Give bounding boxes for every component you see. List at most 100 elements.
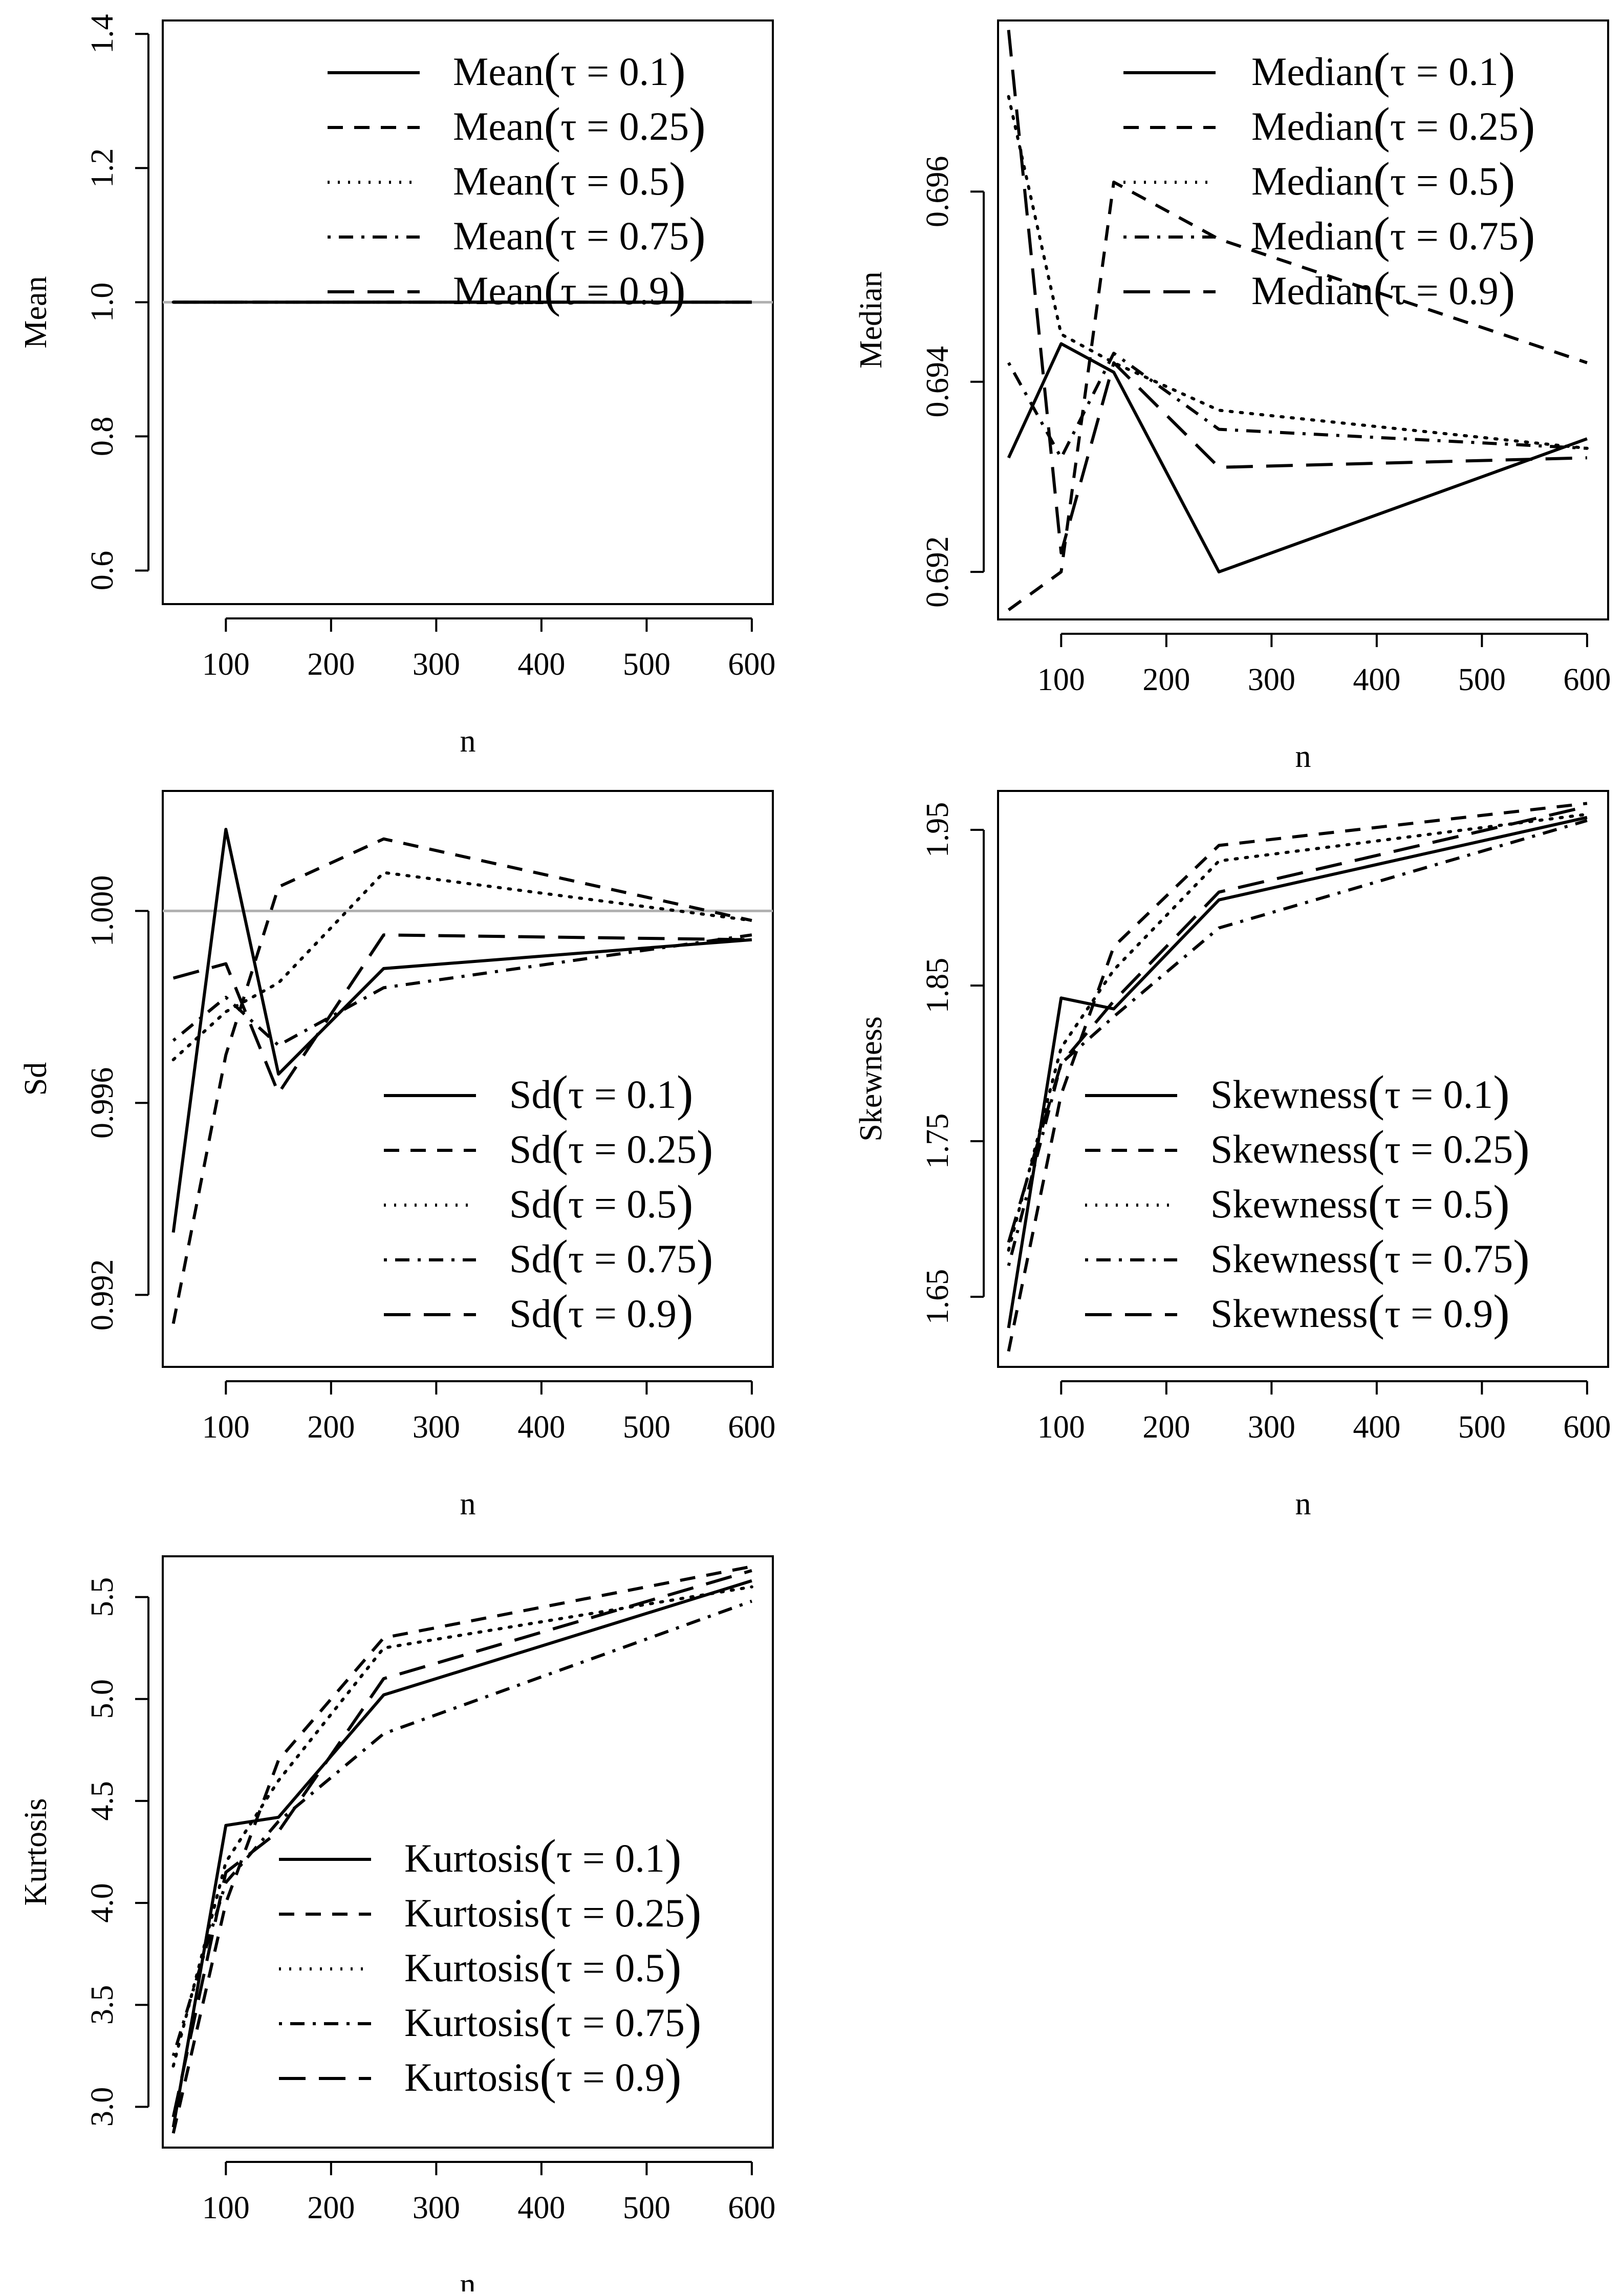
y-tick-label: 1.0 bbox=[85, 283, 120, 323]
x-tick-label: 500 bbox=[623, 1410, 670, 1445]
legend-label: Sd(τ = 0.5) bbox=[509, 1175, 694, 1231]
x-tick-label: 300 bbox=[1248, 662, 1295, 697]
legend-label: Median(τ = 0.5) bbox=[1251, 153, 1515, 208]
y-tick-label: 1.000 bbox=[85, 875, 120, 947]
legend-label: Mean(τ = 0.9) bbox=[453, 262, 686, 317]
x-tick-label: 500 bbox=[623, 2191, 670, 2225]
legend-label: Skewness(τ = 0.75) bbox=[1210, 1230, 1530, 1285]
x-tick-label: 400 bbox=[1353, 1410, 1400, 1445]
x-tick-label: 300 bbox=[413, 647, 460, 682]
legend: Median(τ = 0.1)Median(τ = 0.25)Median(τ … bbox=[1123, 43, 1535, 317]
legend-label: Sd(τ = 0.25) bbox=[509, 1121, 713, 1176]
y-axis-title: Sd bbox=[18, 1062, 53, 1096]
x-tick-label: 600 bbox=[1563, 1410, 1611, 1445]
y-axis-title: Median bbox=[854, 271, 889, 368]
legend-label: Kurtosis(τ = 0.9) bbox=[404, 2049, 681, 2104]
series-line-tau-0-1 bbox=[171, 828, 752, 1233]
series-line-tau-0-1 bbox=[1007, 342, 1588, 574]
series-line-tau-0-75 bbox=[1007, 352, 1588, 460]
y-tick-label: 0.8 bbox=[85, 417, 120, 457]
y-tick-label: 1.75 bbox=[920, 1113, 955, 1169]
legend-label: Mean(τ = 0.75) bbox=[453, 207, 706, 263]
x-tick-label: 400 bbox=[517, 2191, 565, 2225]
y-axis-title: Kurtosis bbox=[18, 1798, 53, 1905]
y-tick-label: 5.0 bbox=[85, 1679, 120, 1719]
y-tick-label: 1.4 bbox=[85, 14, 120, 54]
y-tick-label: 4.0 bbox=[85, 1883, 120, 1923]
x-tick-label: 500 bbox=[623, 647, 670, 682]
plot-frame bbox=[162, 1555, 774, 2149]
x-axis-title: n bbox=[460, 2267, 476, 2291]
x-tick-label: 400 bbox=[517, 647, 565, 682]
x-tick-label: 200 bbox=[1142, 662, 1190, 697]
legend-label: Median(τ = 0.25) bbox=[1251, 98, 1535, 153]
legend-label: Mean(τ = 0.1) bbox=[453, 43, 686, 98]
panel-mean: 100 200 300 400 500 600 n 0.6 0.8 1.0 1.2 1.4 Mean Me… bbox=[18, 14, 775, 759]
legend-label: Sd(τ = 0.1) bbox=[509, 1066, 694, 1121]
x-tick-label: 100 bbox=[1037, 662, 1085, 697]
y-tick-label: 0.694 bbox=[920, 346, 955, 418]
x-tick-label: 300 bbox=[413, 1410, 460, 1445]
x-tick-label: 200 bbox=[307, 1410, 355, 1445]
legend-label: Mean(τ = 0.25) bbox=[453, 98, 706, 153]
plot-frame bbox=[997, 19, 1609, 620]
x-tick-label: 200 bbox=[1142, 1410, 1190, 1445]
x-tick-label: 200 bbox=[307, 2191, 355, 2225]
x-tick-label: 600 bbox=[728, 647, 775, 682]
series-line-tau-0-25 bbox=[1007, 802, 1588, 1352]
legend-label: Skewness(τ = 0.25) bbox=[1210, 1121, 1530, 1176]
series-line-tau-0-1 bbox=[1007, 816, 1588, 1328]
x-axis-title: n bbox=[1295, 739, 1311, 774]
x-axis-title: n bbox=[460, 1487, 476, 1521]
y-tick-label: 3.0 bbox=[85, 2087, 120, 2127]
y-tick-label: 0.996 bbox=[85, 1067, 120, 1139]
x-tick-label: 200 bbox=[307, 647, 355, 682]
x-tick-label: 600 bbox=[728, 1410, 775, 1445]
x-tick-label: 100 bbox=[202, 647, 250, 682]
series-line-tau-0-5 bbox=[171, 1585, 753, 2068]
x-tick-label: 400 bbox=[1353, 662, 1400, 697]
legend-label: Kurtosis(τ = 0.5) bbox=[404, 1939, 681, 1995]
x-axis-title: n bbox=[460, 724, 476, 759]
legend-label: Median(τ = 0.75) bbox=[1251, 207, 1535, 263]
x-tick-label: 600 bbox=[1563, 662, 1611, 697]
legend-label: Median(τ = 0.9) bbox=[1251, 262, 1515, 317]
x-axis-title: n bbox=[1295, 1487, 1311, 1521]
series-line-tau-0-5 bbox=[1007, 95, 1589, 450]
x-tick-label: 500 bbox=[1458, 662, 1506, 697]
legend-label: Kurtosis(τ = 0.1) bbox=[404, 1830, 681, 1885]
plot-frame bbox=[162, 19, 774, 605]
x-tick-label: 400 bbox=[517, 1410, 565, 1445]
y-tick-label: 0.992 bbox=[85, 1259, 120, 1331]
legend: Mean(τ = 0.1)Mean(τ = 0.25)Mean(τ = 0.5)… bbox=[328, 43, 706, 317]
legend-label: Sd(τ = 0.9) bbox=[509, 1285, 694, 1340]
panel-median: 100 200 300 400 500 600 n 0.692 0.694 0.696 Median… bbox=[854, 19, 1611, 774]
series-line-tau-0-9 bbox=[1007, 805, 1588, 1243]
series-line-tau-0-75 bbox=[171, 1599, 752, 2056]
y-axis-title: Mean bbox=[18, 276, 53, 348]
y-tick-label: 1.65 bbox=[920, 1269, 955, 1325]
legend-label: Kurtosis(τ = 0.75) bbox=[404, 1994, 701, 2049]
legend: Kurtosis(τ = 0.1)Kurtosis(τ = 0.25)Kurto… bbox=[279, 1830, 701, 2104]
x-tick-label: 600 bbox=[728, 2191, 775, 2225]
series-line-tau-0-9 bbox=[1007, 30, 1587, 554]
series-line-tau-0-25 bbox=[171, 1564, 752, 2134]
plot-frame bbox=[997, 790, 1609, 1368]
y-tick-label: 0.6 bbox=[85, 551, 120, 591]
y-tick-label: 0.692 bbox=[920, 536, 955, 608]
panel-skewness: 100 200 300 400 500 600 n 1.65 1.75 1.85 1.95 Skewn… bbox=[854, 790, 1611, 1521]
y-tick-label: 0.696 bbox=[920, 156, 955, 228]
x-tick-label: 100 bbox=[202, 2191, 250, 2225]
legend: Sd(τ = 0.1)Sd(τ = 0.25)Sd(τ = 0.5)Sd(τ =… bbox=[384, 1066, 713, 1340]
y-tick-label: 4.5 bbox=[85, 1781, 120, 1821]
legend-label: Sd(τ = 0.75) bbox=[509, 1230, 713, 1285]
x-tick-label: 100 bbox=[1037, 1410, 1085, 1445]
series-line-tau-0-25 bbox=[1007, 180, 1588, 611]
legend-label: Mean(τ = 0.5) bbox=[453, 153, 686, 208]
legend-label: Skewness(τ = 0.9) bbox=[1210, 1285, 1510, 1340]
series-line-tau-0-9 bbox=[172, 933, 752, 1095]
x-tick-label: 300 bbox=[1248, 1410, 1295, 1445]
legend-label: Median(τ = 0.1) bbox=[1251, 43, 1515, 98]
